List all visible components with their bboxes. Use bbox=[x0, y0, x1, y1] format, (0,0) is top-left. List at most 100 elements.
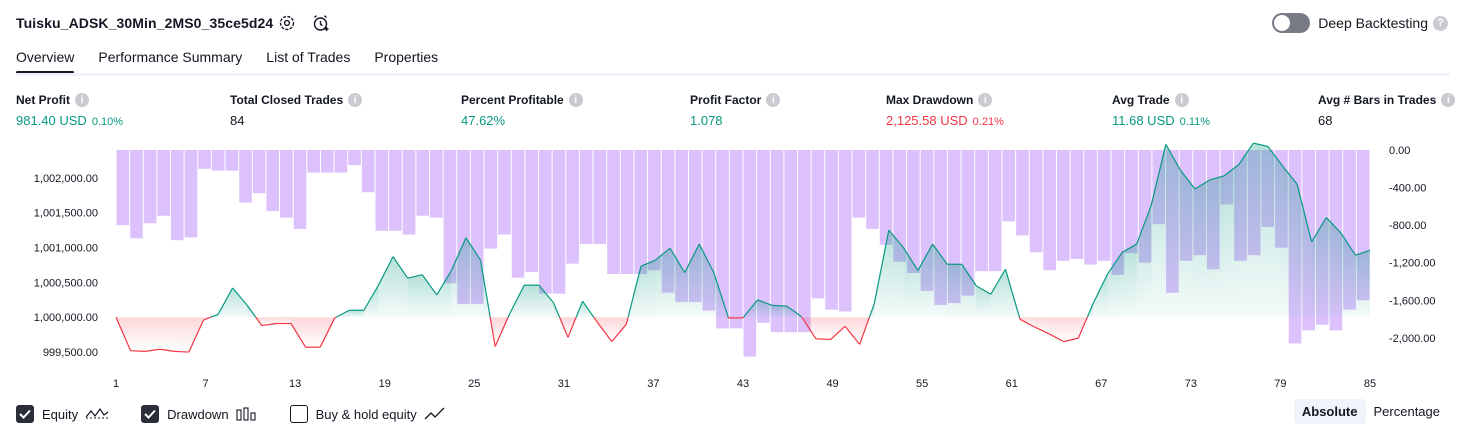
equity-area-up bbox=[990, 269, 1006, 318]
tab-divider bbox=[16, 73, 1450, 76]
info-icon[interactable]: i bbox=[75, 93, 89, 107]
equity-line-segment bbox=[1296, 183, 1313, 243]
equity-line-segment bbox=[873, 230, 890, 305]
equity-area-up bbox=[363, 285, 379, 318]
equity-area-up bbox=[422, 274, 437, 318]
equity-line-segment bbox=[713, 272, 729, 318]
settings-gear-icon[interactable] bbox=[276, 12, 298, 34]
x-axis-tick-label: 31 bbox=[558, 378, 570, 390]
equity-area-up bbox=[465, 237, 481, 318]
equity-line-segment bbox=[902, 247, 919, 271]
equity-line-segment bbox=[917, 243, 934, 271]
equity-area-up bbox=[961, 264, 977, 318]
equity-line-segment bbox=[290, 323, 307, 348]
equity-line-segment bbox=[1179, 169, 1196, 190]
help-icon[interactable]: ? bbox=[1433, 15, 1448, 31]
equity-line-segment bbox=[203, 316, 211, 321]
equity-line-segment bbox=[130, 350, 146, 352]
trend-line-icon bbox=[424, 407, 446, 421]
drawdown-bar bbox=[116, 150, 130, 226]
equity-line-segment bbox=[489, 317, 496, 347]
equity-area-down bbox=[305, 317, 321, 348]
equity-area-up bbox=[670, 248, 685, 318]
buy-hold-checkbox[interactable] bbox=[289, 405, 308, 423]
metric-max-drawdown: Max Drawdown i 2,125.58 USD 0.21% bbox=[886, 93, 1004, 130]
drawdown-bar bbox=[266, 150, 280, 212]
drawdown-bar bbox=[770, 150, 784, 333]
equity-line-segment bbox=[1077, 316, 1088, 339]
equity-area-down bbox=[1063, 317, 1079, 342]
tab-performance-summary[interactable]: Performance Summary bbox=[98, 49, 243, 65]
info-icon[interactable]: i bbox=[978, 93, 993, 107]
metric-value: 11.68 USD bbox=[1112, 113, 1175, 128]
buy-hold-toggle[interactable]: Buy & hold equity bbox=[289, 405, 446, 423]
drawdown-toggle[interactable]: Drawdown bbox=[141, 405, 257, 423]
tab-properties[interactable]: Properties bbox=[374, 49, 439, 65]
gear-icon bbox=[279, 15, 295, 31]
deep-backtesting-label: Deep Backtesting bbox=[1318, 15, 1428, 31]
metric-total-closed-trades: Total Closed Trades i 84 bbox=[230, 93, 363, 130]
drawdown-bar bbox=[866, 150, 879, 229]
drawdown-bar bbox=[757, 150, 770, 323]
absolute-button[interactable]: Absolute bbox=[1293, 399, 1366, 424]
equity-area-up bbox=[436, 270, 452, 318]
deep-backtesting-toggle[interactable] bbox=[1272, 13, 1311, 33]
equity-toggle[interactable]: Equity bbox=[16, 405, 109, 423]
equity-area-up bbox=[1340, 232, 1356, 318]
equity-area-up bbox=[684, 244, 700, 318]
equity-line-segment bbox=[145, 348, 160, 352]
equity-area-up bbox=[772, 305, 787, 318]
x-axis-tick-label: 13 bbox=[289, 378, 301, 390]
equity-line-segment bbox=[246, 305, 257, 318]
info-icon[interactable]: i bbox=[348, 93, 363, 107]
equity-line-segment bbox=[1340, 232, 1356, 256]
drawdown-bar bbox=[552, 150, 566, 294]
tab-overview[interactable]: Overview bbox=[16, 46, 75, 74]
metric-label: Max Drawdown bbox=[886, 93, 974, 107]
drawdown-bar bbox=[1029, 150, 1043, 253]
metric-value: 47.62% bbox=[461, 113, 506, 128]
metric-net-profit: Net Profit i 981.40 USD 0.10% bbox=[16, 93, 123, 130]
add-alert-icon[interactable] bbox=[310, 12, 332, 34]
drawdown-bar bbox=[430, 150, 443, 218]
equity-line-segment bbox=[1019, 318, 1035, 328]
metric-avg-bars-in-trades: Avg # Bars in Trades i 68 bbox=[1318, 93, 1456, 130]
equity-area-up bbox=[1326, 217, 1341, 318]
equity-area-down bbox=[830, 317, 846, 340]
drawdown-bar bbox=[402, 150, 416, 235]
percentage-button[interactable]: Percentage bbox=[1373, 404, 1441, 419]
equity-line-segment bbox=[1121, 243, 1137, 253]
info-icon[interactable]: i bbox=[1174, 93, 1189, 107]
equity-area-down bbox=[145, 317, 160, 352]
drawdown-bar bbox=[716, 150, 729, 329]
drawdown-bar bbox=[130, 150, 143, 239]
x-axis-tick-label: 85 bbox=[1364, 378, 1376, 390]
equity-line-segment bbox=[1004, 268, 1021, 318]
equity-checkbox[interactable] bbox=[16, 405, 34, 423]
equity-area-up bbox=[1122, 244, 1137, 318]
equity-line-segment bbox=[932, 243, 948, 265]
drawdown-checkbox[interactable] bbox=[141, 405, 160, 423]
equity-area-up bbox=[349, 310, 364, 318]
equity-area-down bbox=[815, 317, 831, 340]
checkmark-icon bbox=[144, 409, 156, 419]
equity-area-up bbox=[874, 230, 889, 318]
info-icon[interactable]: i bbox=[568, 93, 583, 107]
drawdown-bar bbox=[879, 150, 893, 245]
equity-line-segment bbox=[859, 317, 871, 345]
equity-line-segment bbox=[392, 256, 409, 279]
equity-line bbox=[115, 142, 1371, 353]
equity-drawdown-chart[interactable]: 999,500.00 1,000,000.00 1,000,500.00 1,001,… bbox=[0, 140, 1466, 396]
drawdown-bar bbox=[348, 150, 361, 166]
metric-percent: 0.11% bbox=[1179, 116, 1211, 128]
report-tabs: Overview Performance Summary List of Tra… bbox=[16, 46, 462, 74]
equity-line-segment bbox=[1092, 273, 1109, 305]
equity-line-segment bbox=[655, 247, 671, 261]
info-icon[interactable]: i bbox=[766, 93, 781, 107]
metric-value: 2,125.58 USD bbox=[886, 113, 968, 128]
info-icon[interactable]: i bbox=[1441, 93, 1456, 107]
tab-list-of-trades[interactable]: List of Trades bbox=[266, 49, 351, 65]
equity-line-segment bbox=[188, 319, 205, 353]
equity-area-up bbox=[932, 244, 948, 318]
checkmark-icon bbox=[19, 409, 31, 419]
